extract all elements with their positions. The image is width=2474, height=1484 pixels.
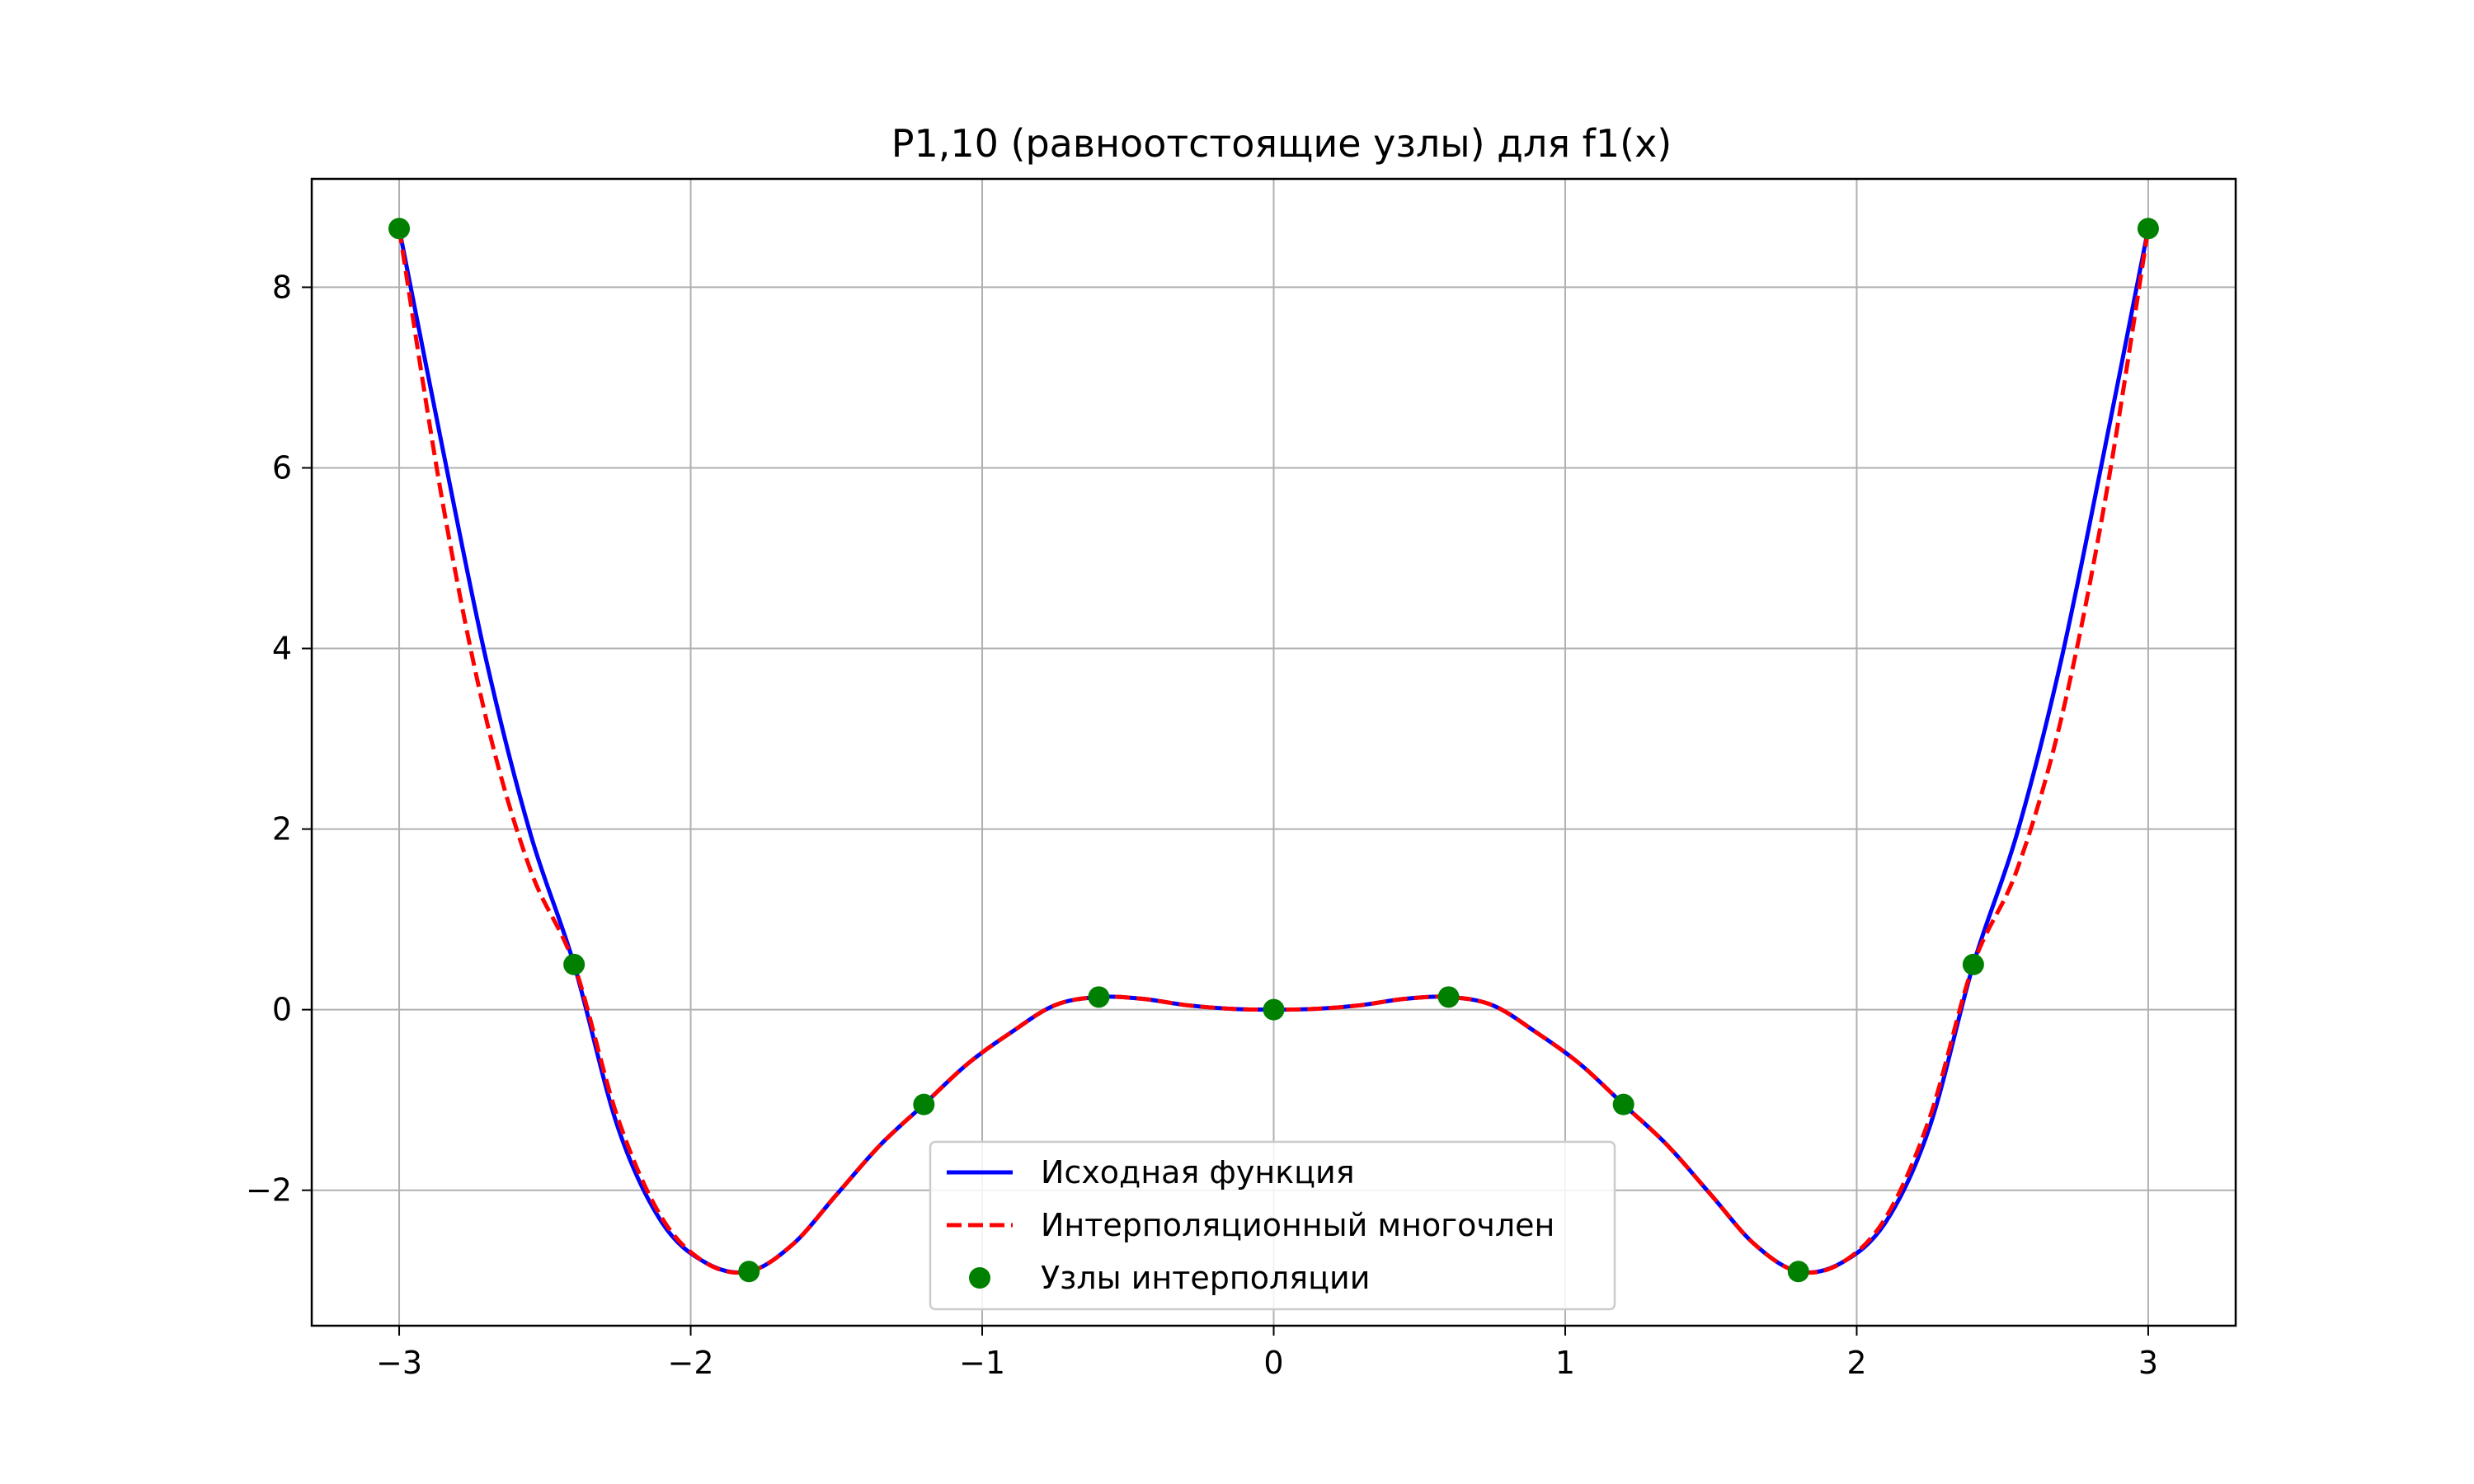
legend-label-original-function: Исходная функция [1041,1154,1355,1190]
y-tick-label: 6 [272,449,292,486]
legend-swatch-interpolation-nodes [969,1267,990,1289]
x-axis-ticks: −3 −2 −1 0 1 2 3 [376,1326,2158,1381]
y-tick-label: 4 [272,631,292,667]
interpolation-node-marker [1612,1093,1634,1115]
x-tick-label: −3 [376,1345,422,1381]
interpolation-node-marker [563,953,586,975]
interpolation-node-marker [2137,218,2159,240]
y-tick-label: 8 [272,269,292,305]
y-tick-label: 0 [272,992,292,1028]
interpolation-node-marker [1263,998,1285,1021]
interpolation-node-marker [388,218,411,240]
interpolation-node-marker [1787,1261,1809,1283]
x-tick-label: −2 [668,1345,714,1381]
y-axis-ticks: −2 0 2 4 6 8 [246,269,312,1209]
legend-label-interpolation-nodes: Узлы интерполяции [1041,1260,1370,1296]
x-tick-label: 2 [1846,1345,1866,1381]
interpolation-nodes [388,218,2159,1283]
y-tick-label: 2 [272,811,292,848]
interpolation-node-marker [1437,986,1460,1008]
interpolation-node-marker [1962,953,1984,975]
y-tick-label: −2 [246,1172,292,1209]
legend: Исходная функция Интерполяционный многоч… [929,1140,1616,1311]
grid [312,179,2236,1326]
interpolation-node-marker [738,1261,760,1283]
x-tick-label: 1 [1555,1345,1575,1381]
legend-label-interpolation-polynomial: Интерполяционный многочлен [1041,1207,1554,1243]
x-tick-label: 0 [1263,1345,1283,1381]
interpolation-node-marker [913,1093,935,1115]
x-tick-label: 3 [2138,1345,2158,1381]
x-tick-label: −1 [959,1345,1005,1381]
legend-box [929,1140,1616,1311]
chart-title: P1,10 (равноотстоящие узлы) для f1(x) [891,121,1672,166]
interpolation-node-marker [1088,986,1110,1008]
